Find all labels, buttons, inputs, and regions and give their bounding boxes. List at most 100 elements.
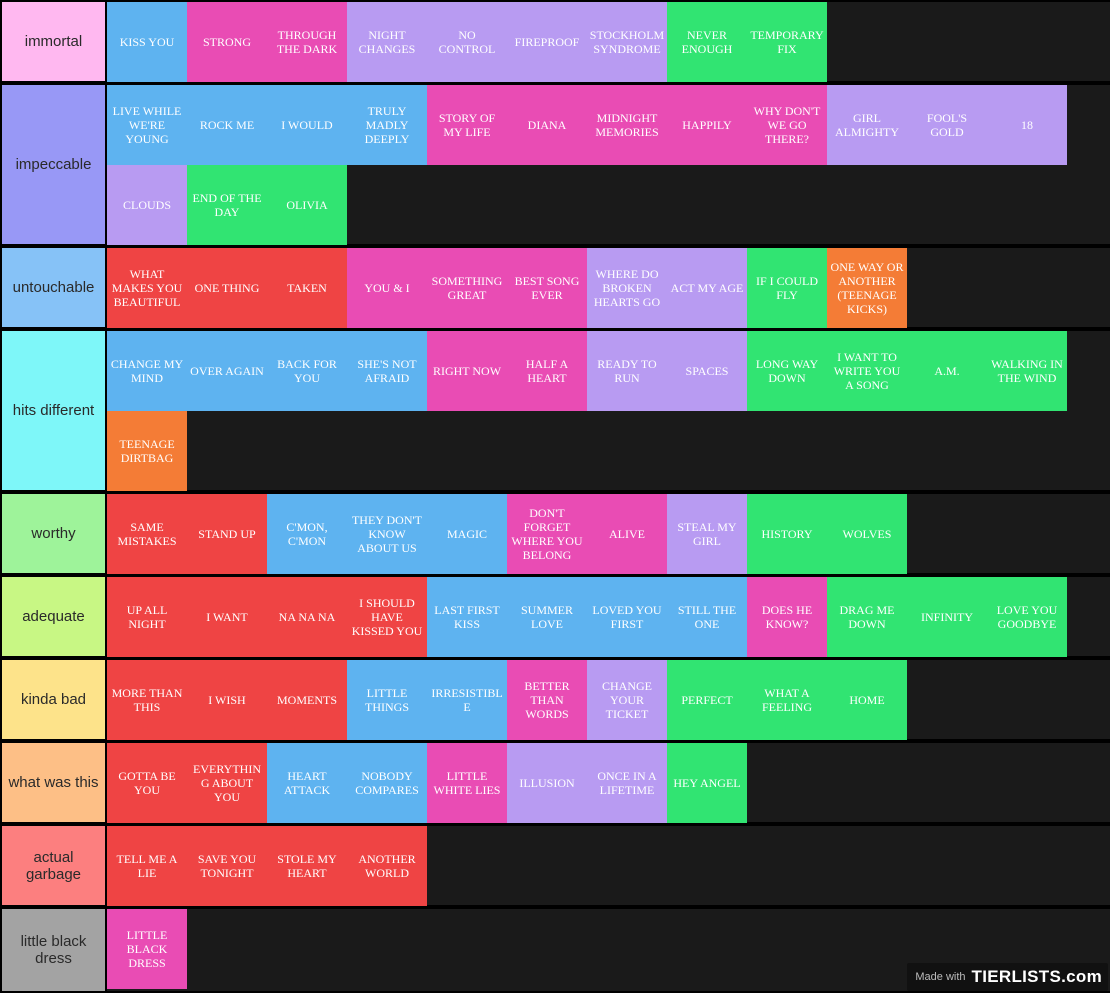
song-tile[interactable]: SPACES <box>667 331 747 411</box>
song-tile[interactable]: ACT MY AGE <box>667 248 747 328</box>
song-tile[interactable]: BEST SONG EVER <box>507 248 587 328</box>
tier-label[interactable]: little black dress <box>2 909 105 991</box>
song-tile[interactable]: READY TO RUN <box>587 331 667 411</box>
song-tile[interactable]: HALF A HEART <box>507 331 587 411</box>
song-tile[interactable]: LITTLE THINGS <box>347 660 427 740</box>
song-tile[interactable]: IF I COULD FLY <box>747 248 827 328</box>
song-tile[interactable]: INFINITY <box>907 577 987 657</box>
song-tile[interactable]: STORY OF MY LIFE <box>427 85 507 165</box>
song-tile[interactable]: WHAT A FEELING <box>747 660 827 740</box>
song-tile[interactable]: ILLUSION <box>507 743 587 823</box>
song-tile[interactable]: ALIVE <box>587 494 667 574</box>
song-tile[interactable]: LONG WAY DOWN <box>747 331 827 411</box>
song-tile[interactable]: IRRESISTIBLE <box>427 660 507 740</box>
tier-label[interactable]: kinda bad <box>2 660 105 739</box>
song-tile[interactable]: CHANGE YOUR TICKET <box>587 660 667 740</box>
song-tile[interactable]: SHE'S NOT AFRAID <box>347 331 427 411</box>
song-tile[interactable]: ONE WAY OR ANOTHER (TEENAGE KICKS) <box>827 248 907 328</box>
watermark[interactable]: Made with TIERLISTS.com <box>907 963 1108 991</box>
song-tile[interactable]: NOBODY COMPARES <box>347 743 427 823</box>
song-tile[interactable]: DIANA <box>507 85 587 165</box>
song-tile[interactable]: LAST FIRST KISS <box>427 577 507 657</box>
song-tile[interactable]: ONCE IN A LIFETIME <box>587 743 667 823</box>
song-tile[interactable]: NA NA NA <box>267 577 347 657</box>
song-tile[interactable]: I SHOULD HAVE KISSED YOU <box>347 577 427 657</box>
song-tile[interactable]: FIREPROOF <box>507 2 587 82</box>
song-tile[interactable]: LITTLE WHITE LIES <box>427 743 507 823</box>
song-tile[interactable]: MOMENTS <box>267 660 347 740</box>
tier-label[interactable]: untouchable <box>2 248 105 327</box>
song-tile[interactable]: STILL THE ONE <box>667 577 747 657</box>
song-tile[interactable]: I WISH <box>187 660 267 740</box>
song-tile[interactable]: BETTER THAN WORDS <box>507 660 587 740</box>
song-tile[interactable]: DON'T FORGET WHERE YOU BELONG <box>507 494 587 574</box>
tier-label[interactable]: hits different <box>2 331 105 490</box>
song-tile[interactable]: GIRL ALMIGHTY <box>827 85 907 165</box>
song-tile[interactable]: MORE THAN THIS <box>107 660 187 740</box>
song-tile[interactable]: LOVE YOU GOODBYE <box>987 577 1067 657</box>
song-tile[interactable]: LIVE WHILE WE'RE YOUNG <box>107 85 187 165</box>
song-tile[interactable]: WHAT MAKES YOU BEAUTIFUL <box>107 248 187 328</box>
song-tile[interactable]: WOLVES <box>827 494 907 574</box>
song-tile[interactable]: DOES HE KNOW? <box>747 577 827 657</box>
song-tile[interactable]: TEENAGE DIRTBAG <box>107 411 187 491</box>
song-tile[interactable]: OLIVIA <box>267 165 347 245</box>
song-tile[interactable]: STOCKHOLM SYNDROME <box>587 2 667 82</box>
tier-label[interactable]: actual garbage <box>2 826 105 905</box>
song-tile[interactable]: A.M. <box>907 331 987 411</box>
song-tile[interactable]: NO CONTROL <box>427 2 507 82</box>
song-tile[interactable]: YOU & I <box>347 248 427 328</box>
song-tile[interactable]: THROUGH THE DARK <box>267 2 347 82</box>
song-tile[interactable]: HEY ANGEL <box>667 743 747 823</box>
song-tile[interactable]: END OF THE DAY <box>187 165 267 245</box>
song-tile[interactable]: KISS YOU <box>107 2 187 82</box>
song-tile[interactable]: TAKEN <box>267 248 347 328</box>
song-tile[interactable]: WALKING IN THE WIND <box>987 331 1067 411</box>
song-tile[interactable]: NIGHT CHANGES <box>347 2 427 82</box>
song-tile[interactable]: UP ALL NIGHT <box>107 577 187 657</box>
song-tile[interactable]: CHANGE MY MIND <box>107 331 187 411</box>
song-tile[interactable]: I WANT <box>187 577 267 657</box>
tier-label[interactable]: adequate <box>2 577 105 656</box>
song-tile[interactable]: I WOULD <box>267 85 347 165</box>
tier-label[interactable]: worthy <box>2 494 105 573</box>
song-tile[interactable]: STEAL MY GIRL <box>667 494 747 574</box>
song-tile[interactable]: HAPPILY <box>667 85 747 165</box>
song-tile[interactable]: PERFECT <box>667 660 747 740</box>
tier-label[interactable]: immortal <box>2 2 105 81</box>
song-tile[interactable]: THEY DON'T KNOW ABOUT US <box>347 494 427 574</box>
song-tile[interactable]: ROCK ME <box>187 85 267 165</box>
song-tile[interactable]: WHY DON'T WE GO THERE? <box>747 85 827 165</box>
song-tile[interactable]: ONE THING <box>187 248 267 328</box>
song-tile[interactable]: NEVER ENOUGH <box>667 2 747 82</box>
song-tile[interactable]: I WANT TO WRITE YOU A SONG <box>827 331 907 411</box>
song-tile[interactable]: CLOUDS <box>107 165 187 245</box>
song-tile[interactable]: EVERYTHING ABOUT YOU <box>187 743 267 823</box>
song-tile[interactable]: HOME <box>827 660 907 740</box>
song-tile[interactable]: C'MON, C'MON <box>267 494 347 574</box>
song-tile[interactable]: LOVED YOU FIRST <box>587 577 667 657</box>
tier-label[interactable]: what was this <box>2 743 105 822</box>
song-tile[interactable]: STRONG <box>187 2 267 82</box>
song-tile[interactable]: BACK FOR YOU <box>267 331 347 411</box>
song-tile[interactable]: TRULY MADLY DEEPLY <box>347 85 427 165</box>
song-tile[interactable]: FOOL'S GOLD <box>907 85 987 165</box>
song-tile[interactable]: DRAG ME DOWN <box>827 577 907 657</box>
song-tile[interactable]: HISTORY <box>747 494 827 574</box>
tier-label[interactable]: impeccable <box>2 85 105 244</box>
song-tile[interactable]: HEART ATTACK <box>267 743 347 823</box>
song-tile[interactable]: GOTTA BE YOU <box>107 743 187 823</box>
song-tile[interactable]: TELL ME A LIE <box>107 826 187 906</box>
song-tile[interactable]: STAND UP <box>187 494 267 574</box>
song-tile[interactable]: OVER AGAIN <box>187 331 267 411</box>
song-tile[interactable]: MIDNIGHT MEMORIES <box>587 85 667 165</box>
song-tile[interactable]: 18 <box>987 85 1067 165</box>
song-tile[interactable]: WHERE DO BROKEN HEARTS GO <box>587 248 667 328</box>
song-tile[interactable]: MAGIC <box>427 494 507 574</box>
song-tile[interactable]: SUMMER LOVE <box>507 577 587 657</box>
song-tile[interactable]: SOMETHING GREAT <box>427 248 507 328</box>
song-tile[interactable]: SAVE YOU TONIGHT <box>187 826 267 906</box>
song-tile[interactable]: STOLE MY HEART <box>267 826 347 906</box>
song-tile[interactable]: TEMPORARY FIX <box>747 2 827 82</box>
song-tile[interactable]: SAME MISTAKES <box>107 494 187 574</box>
